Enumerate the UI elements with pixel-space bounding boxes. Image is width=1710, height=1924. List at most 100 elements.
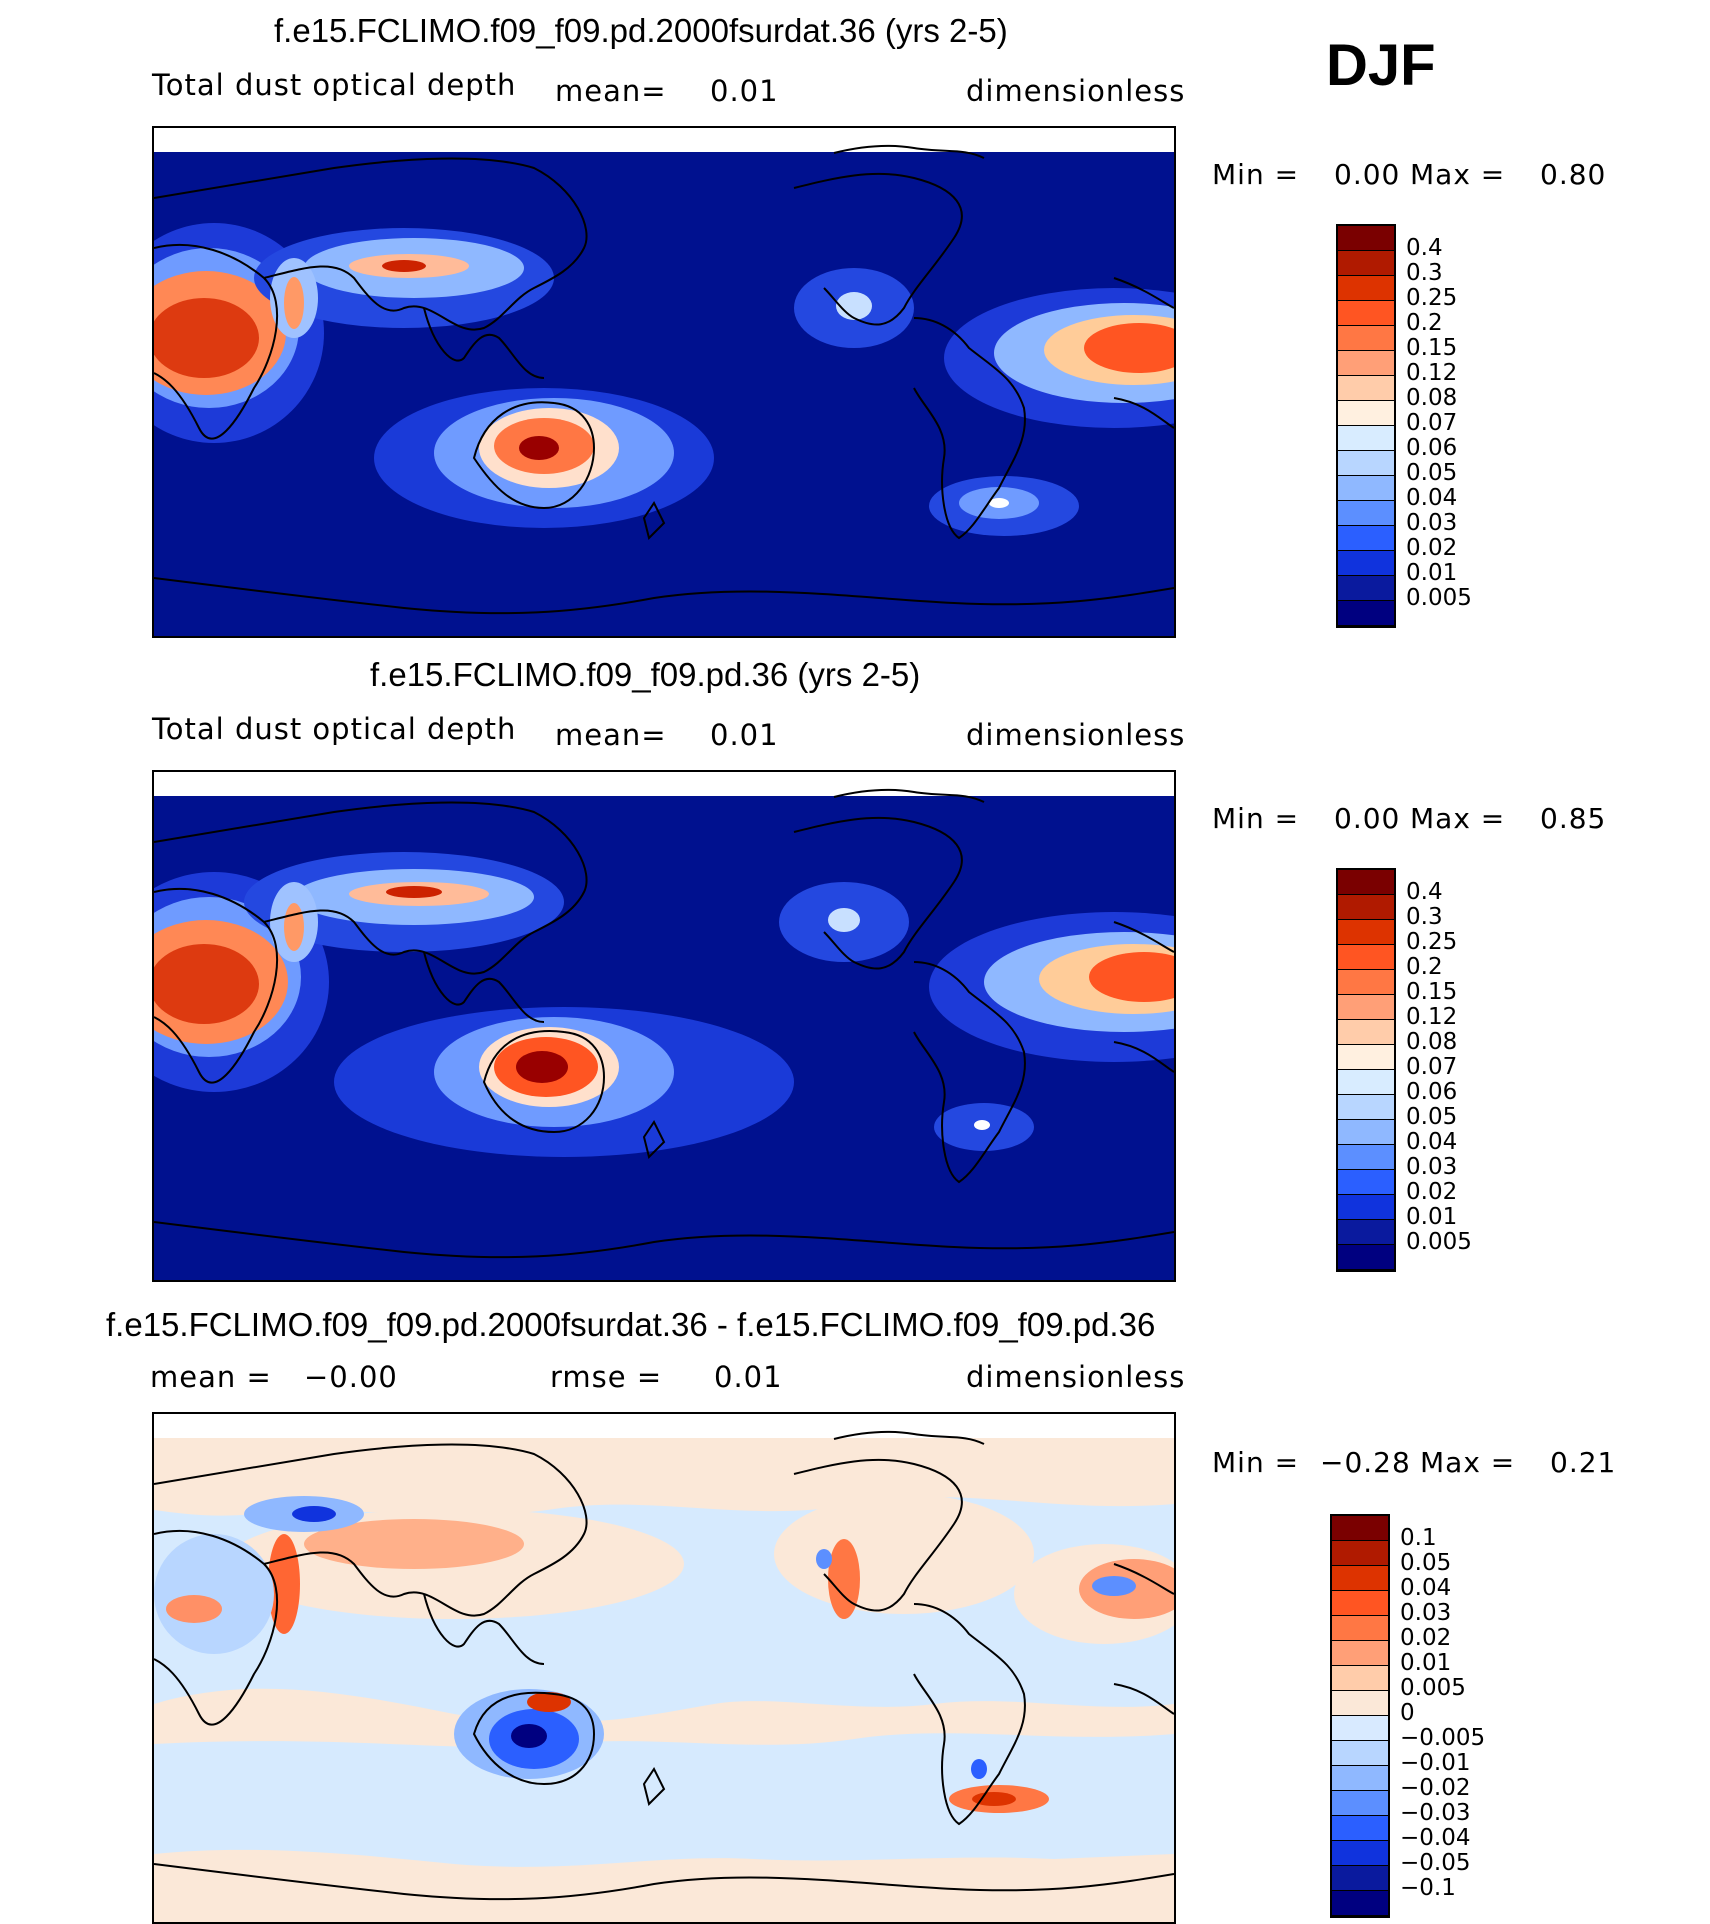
colorbar-swatch (1338, 476, 1394, 501)
colorbar-swatch (1332, 1841, 1388, 1866)
panel2-australia-plume (334, 1007, 794, 1157)
panel2-samerica-plume (934, 1103, 1034, 1151)
panel2-mean-value: 0.01 (710, 718, 779, 752)
colorbar-swatch (1332, 1591, 1388, 1616)
colorbar-swatch (1338, 251, 1394, 276)
colorbar-tick-label: 0.04 (1400, 1575, 1452, 1601)
colorbar-tick-label: 0 (1400, 1700, 1415, 1726)
panel3-min-label: Min = (1212, 1446, 1300, 1479)
colorbar-tick-label: 0.04 (1406, 1129, 1458, 1155)
panel3-asia-anomaly (154, 1496, 524, 1654)
panel1-colorbar (1336, 224, 1396, 628)
panel1-max-value: 0.80 (1540, 158, 1607, 191)
colorbar-swatch (1332, 1866, 1388, 1891)
colorbar-tick-label: 0.06 (1406, 1079, 1458, 1105)
colorbar-tick-label: 0.2 (1406, 310, 1443, 336)
colorbar-swatch (1332, 1566, 1388, 1591)
colorbar-tick-label: 0.04 (1406, 485, 1458, 511)
panel2-max-label: Max = (1410, 802, 1506, 835)
panel1-variable: Total dust optical depth (152, 68, 517, 102)
colorbar-swatch (1338, 1045, 1394, 1070)
colorbar-tick-label: 0.4 (1406, 235, 1443, 261)
colorbar-tick-label: 0.05 (1400, 1550, 1452, 1576)
colorbar-tick-label: 0.02 (1406, 1179, 1458, 1205)
colorbar-swatch (1338, 1070, 1394, 1095)
panel3-rmse-value: 0.01 (714, 1360, 783, 1394)
panel3-atlantic-anomaly (1079, 1559, 1174, 1619)
colorbar-swatch (1332, 1666, 1388, 1691)
colorbar-swatch (1338, 326, 1394, 351)
panel2-title: f.e15.FCLIMO.f09_f09.pd.36 (yrs 2-5) (370, 656, 921, 693)
colorbar-swatch (1338, 226, 1394, 251)
colorbar-swatch (1338, 551, 1394, 576)
panel1-australia-plume (374, 388, 714, 528)
panel3-australia-anomaly (454, 1689, 604, 1779)
panel1-min-value: 0.00 (1334, 158, 1401, 191)
colorbar-tick-label: −0.01 (1400, 1750, 1471, 1776)
colorbar-swatch (1338, 870, 1394, 895)
colorbar-tick-label: −0.04 (1400, 1825, 1471, 1851)
colorbar-swatch (1332, 1516, 1388, 1541)
panel1-max-label: Max = (1410, 158, 1506, 191)
colorbar-swatch (1332, 1816, 1388, 1841)
panel1-min-label: Min = (1212, 158, 1300, 191)
colorbar-swatch (1338, 351, 1394, 376)
colorbar-tick-label: 0.2 (1406, 954, 1443, 980)
colorbar-tick-label: 0.4 (1406, 879, 1443, 905)
colorbar-tick-label: 0.1 (1400, 1525, 1437, 1551)
colorbar-swatch (1332, 1766, 1388, 1791)
colorbar-tick-label: 0.07 (1406, 1054, 1458, 1080)
colorbar-tick-label: 0.05 (1406, 460, 1458, 486)
colorbar-tick-label: −0.05 (1400, 1850, 1471, 1876)
colorbar-swatch (1338, 1195, 1394, 1220)
colorbar-swatch (1338, 1020, 1394, 1045)
panel3-max-label: Max = (1420, 1446, 1516, 1479)
colorbar-tick-label: 0.15 (1406, 335, 1458, 361)
colorbar-swatch (1338, 526, 1394, 551)
colorbar-tick-label: 0.03 (1406, 1154, 1458, 1180)
colorbar-tick-label: 0.3 (1406, 904, 1443, 930)
colorbar-tick-label: 0.06 (1406, 435, 1458, 461)
panel3-mean-label: mean = (150, 1360, 272, 1394)
colorbar-swatch (1338, 576, 1394, 601)
panel3-namerica-anomaly (816, 1539, 860, 1619)
colorbar-tick-label: 0.005 (1406, 1229, 1472, 1255)
panel3-map (152, 1412, 1176, 1924)
panel1-mean-label: mean= (555, 74, 667, 108)
panel2-atlantic-plume (929, 912, 1174, 1062)
panel3-min-value: −0.28 (1320, 1446, 1411, 1479)
colorbar-swatch (1332, 1716, 1388, 1741)
colorbar-tick-label: 0.05 (1406, 1104, 1458, 1130)
colorbar-swatch (1338, 970, 1394, 995)
panel3-max-value: 0.21 (1550, 1446, 1617, 1479)
colorbar-tick-label: −0.005 (1400, 1725, 1486, 1751)
colorbar-swatch (1338, 895, 1394, 920)
colorbar-swatch (1338, 276, 1394, 301)
colorbar-swatch (1332, 1741, 1388, 1766)
colorbar-swatch (1338, 1170, 1394, 1195)
colorbar-swatch (1338, 401, 1394, 426)
colorbar-tick-label: −0.03 (1400, 1800, 1471, 1826)
colorbar-tick-label: 0.03 (1400, 1600, 1452, 1626)
colorbar-tick-label: 0.02 (1400, 1625, 1452, 1651)
colorbar-tick-label: 0.07 (1406, 410, 1458, 436)
colorbar-tick-label: −0.02 (1400, 1775, 1471, 1801)
colorbar-swatch (1338, 451, 1394, 476)
colorbar-swatch (1338, 1220, 1394, 1245)
panel2-coastlines (154, 788, 1174, 1259)
colorbar-swatch (1338, 1145, 1394, 1170)
panel3-rmse-label: rmse = (550, 1360, 663, 1394)
panel1-units: dimensionless (966, 74, 1186, 108)
colorbar-tick-label: 0.15 (1406, 979, 1458, 1005)
colorbar-swatch (1338, 426, 1394, 451)
colorbar-tick-label: 0.25 (1406, 929, 1458, 955)
colorbar-swatch (1338, 1095, 1394, 1120)
colorbar-tick-label: 0.25 (1406, 285, 1458, 311)
panel3-mean-value: −0.00 (304, 1360, 398, 1394)
panel3-coastlines (154, 1430, 1174, 1901)
panel1-namerica-plume (794, 268, 914, 348)
panel3-units: dimensionless (966, 1360, 1186, 1394)
panel2-namerica-plume (779, 882, 909, 962)
panel2-mean-label: mean= (555, 718, 667, 752)
panel2-asia-plume (244, 852, 564, 962)
